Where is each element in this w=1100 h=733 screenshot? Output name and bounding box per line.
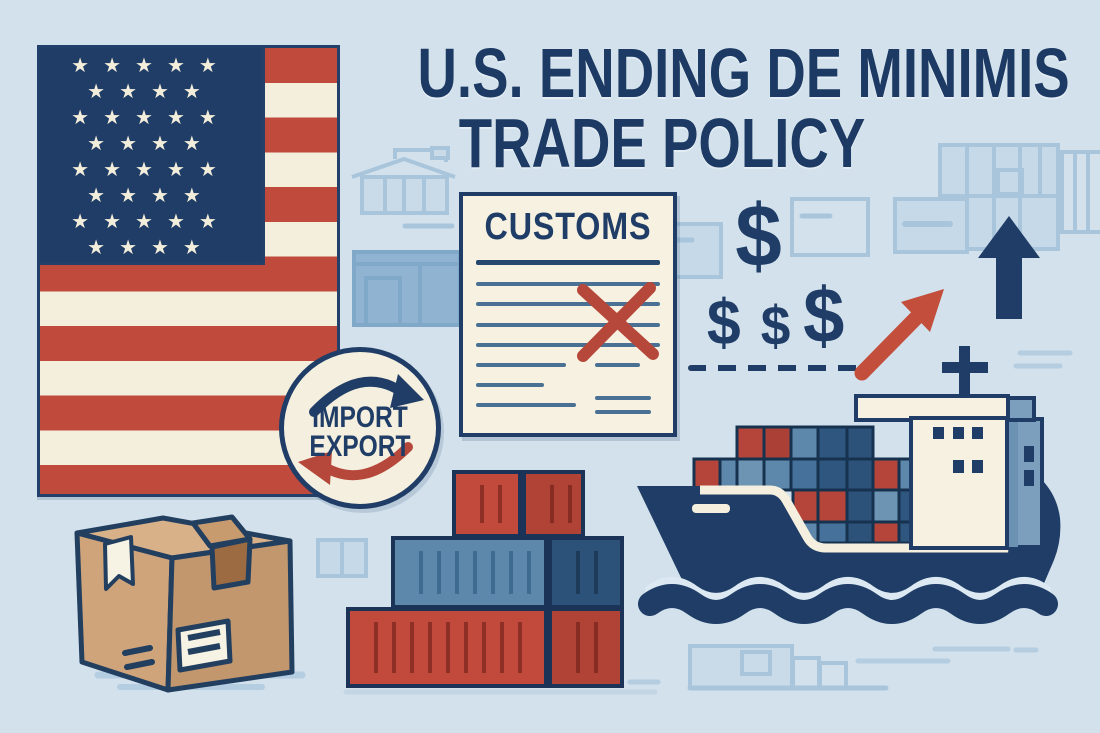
- ship-roof-side: [1004, 396, 1036, 422]
- box-label: [175, 618, 233, 673]
- dollar-sign-2: $: [760, 294, 791, 357]
- document-line: [595, 396, 651, 400]
- document-line: [476, 323, 660, 327]
- title-line-2: TRADE POLICY: [458, 104, 866, 182]
- document-line: [476, 282, 660, 286]
- dashed-baseline: [688, 365, 870, 371]
- up-arrow-shaft: [996, 255, 1022, 319]
- document-line: [476, 260, 660, 265]
- faded-box-outline-icon: [790, 197, 870, 257]
- ship-bridge-roof: [854, 394, 1010, 422]
- faded-corner-box-icon: [1060, 150, 1100, 234]
- flag-star-row: ★★★★: [87, 237, 215, 259]
- badge-import-label: IMPORT: [312, 401, 408, 434]
- cabin-windows: [933, 427, 983, 473]
- faded-small-box-icon: [316, 538, 368, 578]
- badge-text: IMPORT EXPORT: [298, 401, 423, 463]
- flag-star-row: ★★★★★: [71, 211, 231, 233]
- document-line: [476, 302, 660, 306]
- flag-star-row: ★★★★★: [71, 55, 231, 77]
- flag-star-row: ★★★★★: [71, 107, 231, 129]
- dollar-sign-1: $: [706, 286, 741, 358]
- faded-bottom-warehouse-icon: [687, 644, 889, 691]
- dollar-sign-3: $: [803, 271, 845, 359]
- up-arrow-icon: [978, 216, 1040, 258]
- document-line: [476, 363, 566, 367]
- page-title: U.S. ENDING DE MINIMIS TRADE POLICY: [335, 34, 1085, 182]
- hull-dash: [692, 504, 730, 513]
- document-line: [476, 343, 660, 347]
- flag-canton: ★★★★★ ★★★★ ★★★★★ ★★★★ ★★★★★ ★★★★ ★★★★★ ★★★★: [40, 48, 265, 265]
- import-export-badge: IMPORT EXPORT: [279, 347, 441, 509]
- document-line: [476, 383, 544, 387]
- badge-arrows: [298, 374, 424, 485]
- faded-warehouse-crane-icon: [351, 146, 456, 229]
- customs-document: CUSTOMS: [459, 192, 677, 437]
- ship-cabin: [909, 416, 1009, 550]
- document-line: [476, 403, 576, 407]
- us-flag: ★★★★★ ★★★★ ★★★★★ ★★★★ ★★★★★ ★★★★ ★★★★★ ★★★★: [37, 45, 340, 497]
- container-ship: [637, 346, 1061, 624]
- document-line: [595, 363, 640, 367]
- container-red-top: [452, 470, 522, 538]
- faded-blue-building-icon: [352, 250, 462, 327]
- flag-star-row: ★★★★: [87, 133, 215, 155]
- badge-export-label: EXPORT: [309, 430, 411, 463]
- box-dashes: [122, 645, 155, 670]
- wave: [638, 584, 1058, 624]
- cardboard-box: [74, 514, 295, 693]
- container-red-large: [346, 607, 548, 688]
- dollar-sign-large: $: [735, 186, 782, 285]
- flag-star-row: ★★★★: [87, 185, 215, 207]
- title-line-1: U.S. ENDING DE MINIMIS: [417, 34, 1070, 112]
- box-tape-flap: [209, 536, 253, 591]
- rejected-x-icon: [577, 282, 659, 362]
- container-navy: [548, 536, 624, 609]
- ship-cargo-grid: [692, 425, 933, 545]
- wave-highlight: [645, 577, 1051, 603]
- container-steel: [391, 536, 548, 609]
- ship-hull: [637, 479, 1061, 597]
- box-sticker: [103, 535, 135, 591]
- document-line: [595, 410, 651, 414]
- flag-star-row: ★★★★★: [71, 159, 231, 181]
- ship-mast: [942, 346, 988, 402]
- faded-labeled-box-icon: [893, 197, 969, 254]
- container-darkred-small: [548, 607, 624, 688]
- flag-star-row: ★★★★: [87, 81, 215, 103]
- rising-arrow-icon: [854, 289, 944, 381]
- customs-document-title: CUSTOMS: [484, 206, 652, 248]
- container-darkred-top: [522, 470, 585, 538]
- ship-deck-line: [700, 474, 1042, 553]
